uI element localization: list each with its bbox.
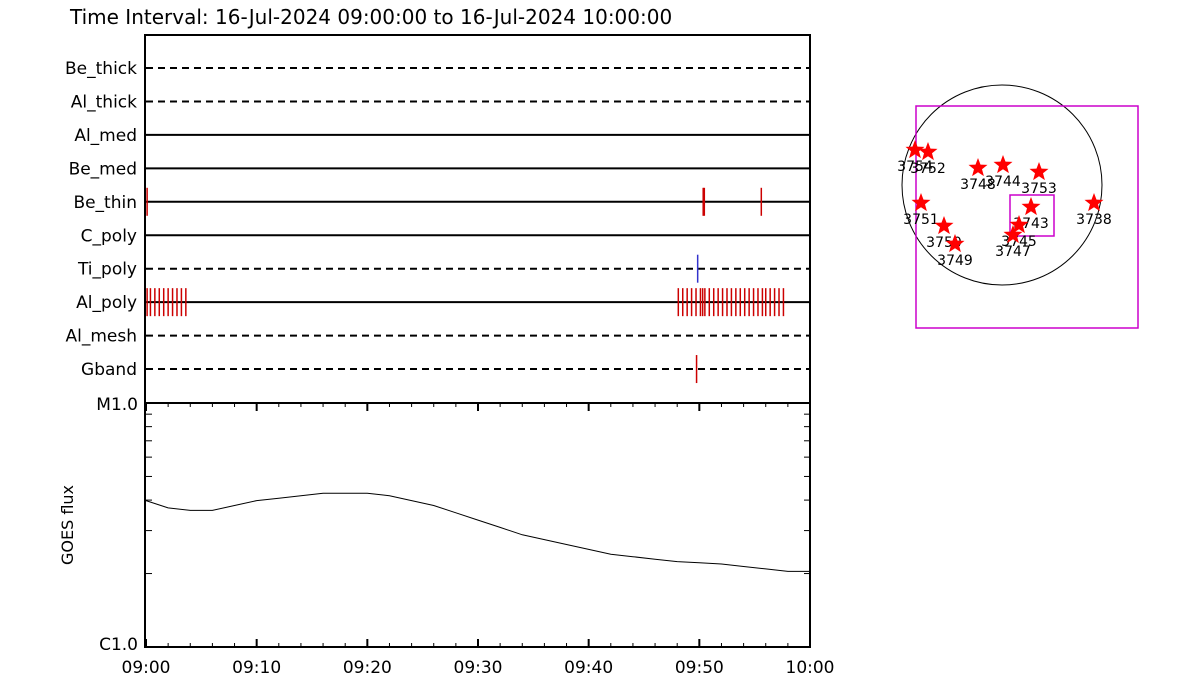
instrument-timeline-panel: Be_thick Al_thick Al_med Be_med Be_thin C_pol…	[65, 35, 810, 403]
region-label-3749: 3749	[937, 253, 973, 269]
goes-flux-panel: 09:00 09:10 09:20 09:30 09:40 09:50 10:00 M1.0 C…	[58, 395, 835, 678]
region-marker-3738	[1085, 193, 1104, 211]
timeline-frame	[145, 35, 810, 403]
region-marker-3743	[1022, 197, 1041, 215]
row-label-al_med: Al_med	[74, 126, 137, 146]
x-tick-label: 09:00	[122, 658, 171, 678]
goes-frame	[145, 403, 810, 647]
region-label-3744: 3744	[985, 174, 1021, 190]
region-marker-3753	[1030, 162, 1049, 180]
y-tick-label: C1.0	[99, 635, 138, 655]
goes-flux-line	[146, 493, 810, 571]
region-marker-3752	[919, 142, 938, 160]
region-label-3738: 3738	[1076, 212, 1112, 228]
region-label-3747: 3747	[995, 244, 1031, 260]
region-marker-3744	[994, 155, 1013, 173]
x-tick-label: 09:40	[564, 658, 613, 678]
row-label-be_thick: Be_thick	[65, 59, 137, 79]
y-tick-label: M1.0	[96, 395, 138, 415]
region-label-3752: 3752	[910, 161, 946, 177]
row-label-gband: Gband	[81, 360, 137, 380]
row-label-al_thick: Al_thick	[71, 92, 137, 112]
x-tick-label: 09:20	[343, 658, 392, 678]
region-marker-3751	[912, 193, 931, 211]
x-tick-label: 09:10	[232, 658, 281, 678]
x-tick-label: 10:00	[786, 658, 835, 678]
row-label-al_poly: Al_poly	[76, 293, 137, 313]
row-label-ti_poly: Ti_poly	[77, 260, 137, 280]
x-tick-label: 09:30	[454, 658, 503, 678]
region-label-3753: 3753	[1021, 181, 1057, 197]
row-label-be_med: Be_med	[69, 159, 137, 179]
figure-title: Time Interval: 16-Jul-2024 09:00:00 to 1…	[69, 5, 672, 29]
region-label-3751: 3751	[903, 212, 939, 228]
y-axis-label: GOES flux	[58, 485, 77, 565]
x-tick-label: 09:50	[675, 658, 724, 678]
row-label-c_poly: C_poly	[81, 226, 137, 246]
row-label-al_mesh: Al_mesh	[65, 327, 137, 347]
row-label-be_thin: Be_thin	[73, 193, 137, 213]
